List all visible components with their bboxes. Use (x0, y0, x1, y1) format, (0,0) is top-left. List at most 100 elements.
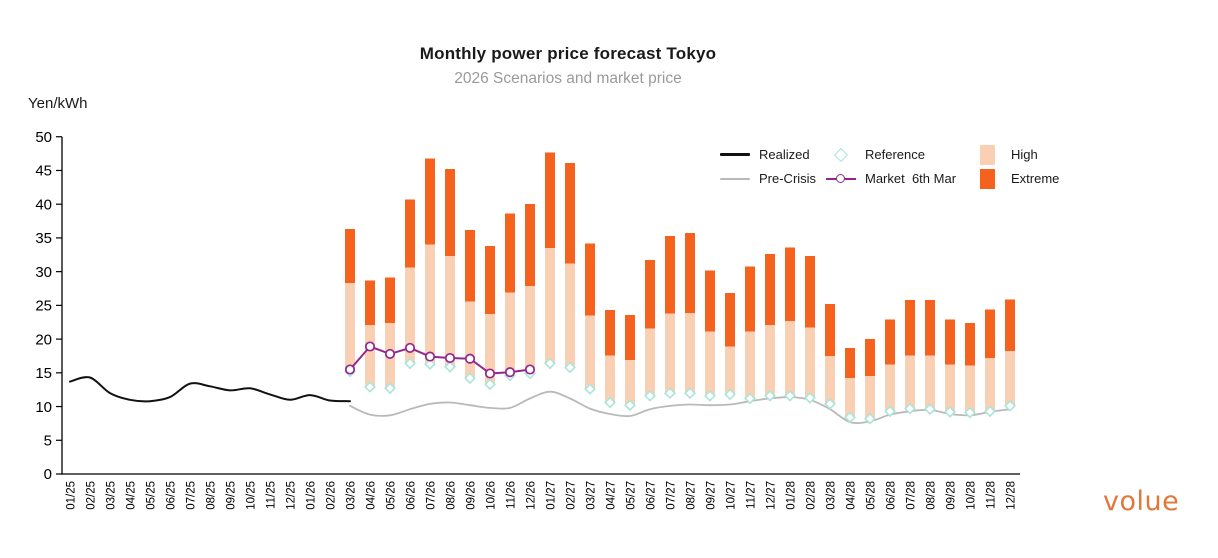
y-tick-label: 15 (35, 365, 52, 382)
high-bar (525, 285, 535, 374)
market-circle-marker (384, 348, 396, 359)
x-tick-label: 11/28 (986, 481, 998, 509)
x-tick-label: 08/25 (206, 481, 218, 510)
market-circle-marker (484, 368, 496, 379)
high-bar (745, 331, 755, 399)
high-bar (565, 263, 575, 368)
x-tick-label: 02/27 (566, 481, 578, 510)
extreme-bar (585, 243, 595, 316)
y-tick-label: 30 (35, 264, 52, 281)
extreme-bar (345, 229, 355, 284)
extreme-bar (525, 204, 535, 286)
x-tick-label: 11/26 (506, 481, 518, 509)
extreme-bar (445, 169, 455, 257)
high-bar (725, 346, 735, 395)
reference-diamond-marker (984, 405, 996, 418)
reference-diamond-marker (864, 412, 876, 425)
extreme-bar (465, 229, 475, 302)
high-bar (585, 315, 595, 390)
market-circle-marker (504, 367, 516, 378)
extreme-bar (905, 299, 915, 356)
high-bar (345, 283, 355, 372)
reference-diamond-marker (704, 389, 716, 402)
legend-item-high: High (972, 144, 1102, 165)
extreme-bar (865, 339, 875, 377)
x-tick-label: 11/27 (746, 481, 758, 509)
extreme-bar (485, 246, 495, 315)
x-tick-label: 08/28 (926, 481, 938, 510)
extreme-bar (985, 309, 995, 358)
x-tick-label: 06/25 (166, 481, 178, 510)
x-tick-label: 12/27 (766, 481, 778, 510)
x-tick-label: 06/28 (886, 481, 898, 510)
extreme-bar (365, 280, 375, 325)
high-bar (945, 364, 955, 412)
extreme-bar (885, 319, 895, 365)
x-tick-label: 10/28 (966, 481, 978, 510)
market-circle-marker (524, 364, 536, 375)
pre-crisis-line-swatch-icon (720, 177, 750, 180)
volue-logo: volue (1103, 486, 1180, 517)
market-circle-marker (464, 353, 476, 364)
extreme-bar (405, 199, 415, 268)
extreme-bar (765, 254, 775, 325)
high-bar (965, 365, 975, 413)
market-circle-marker (344, 364, 356, 375)
extreme-bar-swatch-icon (972, 168, 1002, 189)
extreme-bar (825, 304, 835, 356)
reference-diamond-marker (944, 405, 956, 418)
x-tick-label: 02/25 (86, 481, 98, 510)
reference-diamond-marker (824, 397, 836, 410)
market-line-swatch-icon (826, 174, 856, 183)
bars-layer (345, 152, 1015, 419)
x-tick-label: 11/25 (266, 481, 278, 509)
extreme-bar (845, 347, 855, 379)
legend-label: Pre-Crisis (759, 171, 817, 186)
y-axis-unit-label: Yen/kWh (28, 95, 88, 112)
y-tick-label: 0 (44, 466, 52, 483)
reference-diamond-marker (804, 391, 816, 404)
x-tick-label: 04/28 (846, 481, 858, 510)
realized-line (69, 376, 351, 403)
x-tick-label: 05/27 (626, 481, 638, 510)
y-tick-label: 5 (44, 432, 52, 449)
y-tick-label: 25 (35, 298, 52, 315)
x-tick-label: 04/27 (606, 481, 618, 510)
x-tick-label: 08/27 (686, 481, 698, 510)
legend-label: Extreme (1011, 171, 1060, 186)
reference-diamond-marker (564, 361, 576, 374)
high-bar (485, 314, 495, 385)
high-bar (505, 292, 515, 376)
x-tick-label: 07/27 (666, 481, 678, 510)
x-tick-label: 03/28 (826, 481, 838, 510)
reference-markers (344, 357, 1016, 425)
reference-diamond-marker (964, 406, 976, 419)
x-tick-label: 04/25 (126, 481, 138, 510)
extreme-bar (625, 314, 635, 361)
x-tick-label: 10/27 (726, 481, 738, 510)
x-tick-label: 07/25 (186, 481, 198, 510)
high-bar (885, 364, 895, 412)
y-tick-label: 40 (35, 196, 52, 213)
extreme-bar (705, 270, 715, 332)
x-tick-label: 06/26 (406, 481, 418, 510)
reference-diamond-marker (664, 387, 676, 400)
high-bar (905, 355, 915, 409)
extreme-bar (925, 299, 935, 356)
reference-diamond-marker (404, 357, 416, 370)
legend-item-realized: Realized (720, 145, 826, 164)
extreme-bar (645, 260, 655, 329)
legend-label: Realized (759, 147, 810, 162)
x-tick-label: 06/27 (646, 481, 658, 510)
x-tick-label: 01/28 (786, 481, 798, 510)
high-bar (465, 301, 475, 379)
reference-diamond-marker (724, 388, 736, 401)
x-tick-label: 01/25 (66, 481, 78, 510)
reference-diamond-marker (604, 396, 616, 409)
reference-diamond-marker (684, 387, 696, 400)
extreme-bar (545, 152, 555, 249)
high-bar-swatch-icon (972, 144, 1002, 165)
x-tick-label: 02/26 (326, 481, 338, 510)
